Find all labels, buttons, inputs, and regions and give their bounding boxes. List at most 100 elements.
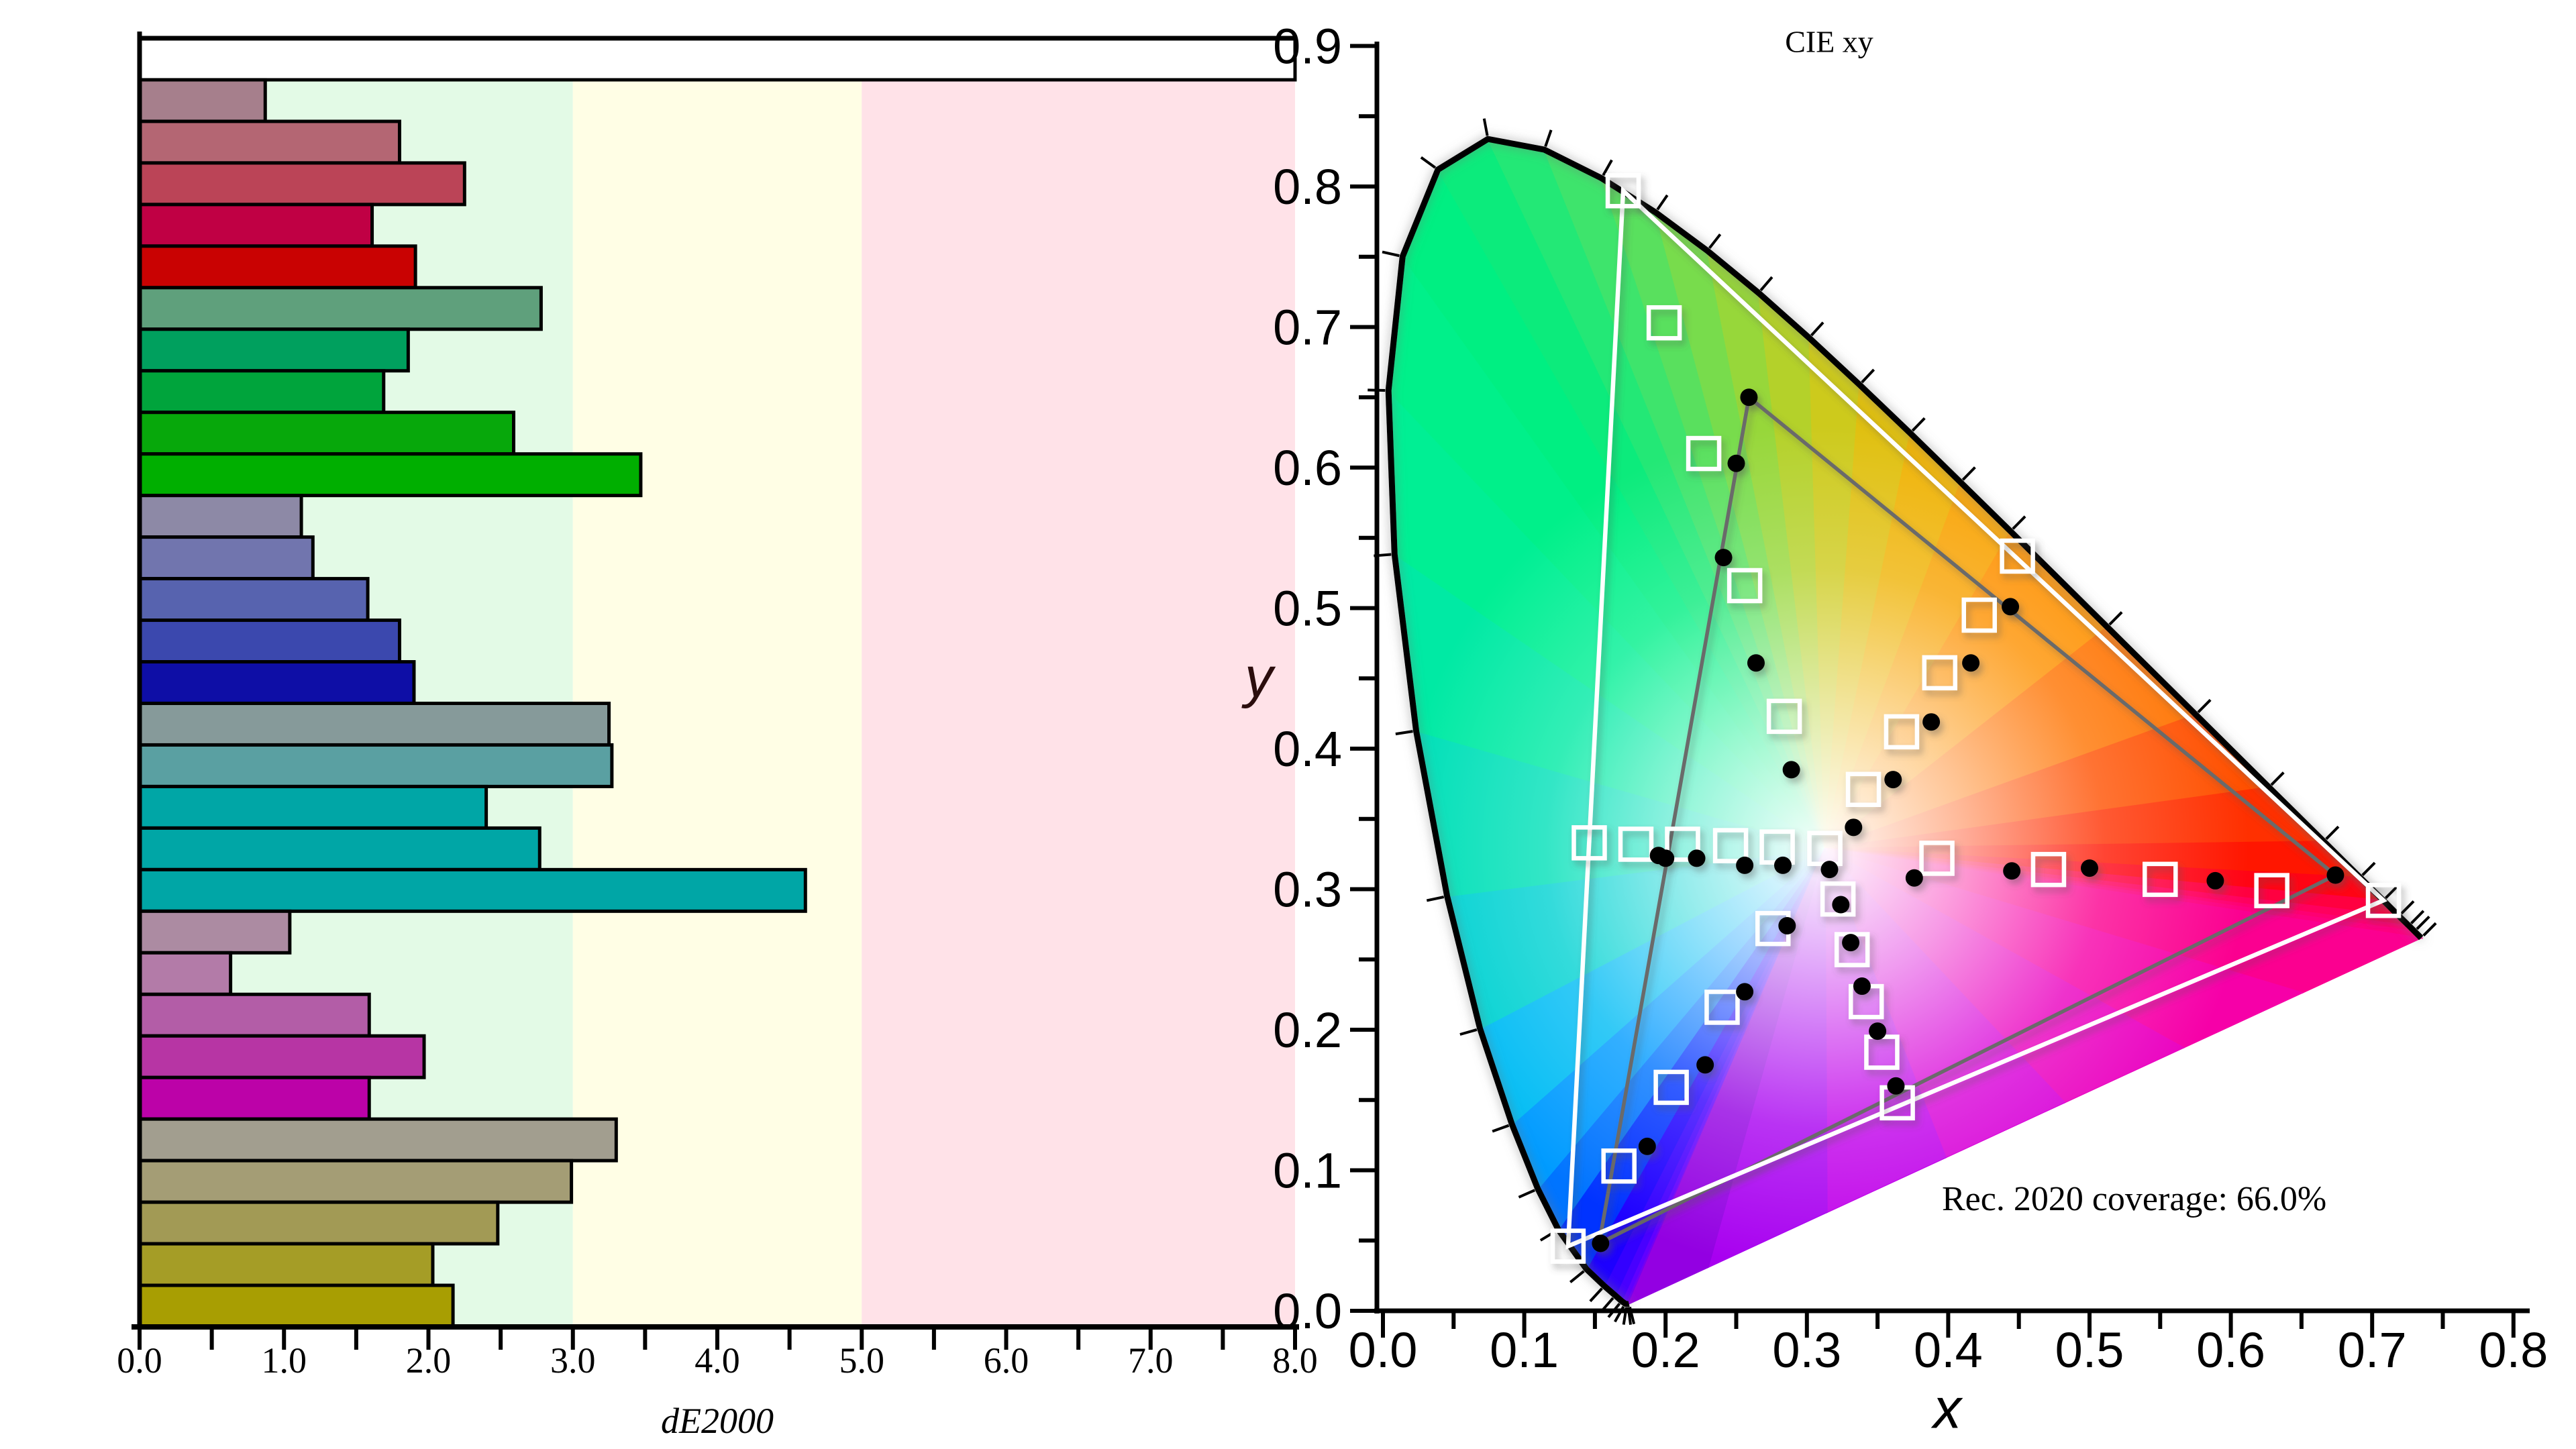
measured-dot-yellow: [1845, 818, 1863, 837]
measured-dot-cyan: [1649, 847, 1667, 865]
de2000-bar-17: [138, 743, 614, 788]
measured-dot-red: [2003, 862, 2021, 880]
target-square-cyan: [1618, 826, 1654, 862]
measured-dot-magenta: [1869, 1022, 1887, 1040]
target-square-yellow: [1884, 714, 1920, 750]
cie-x-tick-label: 0.1: [1490, 1322, 1559, 1378]
bar-chart-tick-label: 1.0: [262, 1340, 307, 1381]
measured-dot-blue: [1696, 1056, 1714, 1074]
target-square-cyan: [1572, 825, 1607, 861]
measured-dot-yellow: [1962, 654, 1980, 672]
wavelength-tick: [1656, 194, 1669, 211]
cie-x-tick-label: 0.7: [2338, 1322, 2407, 1378]
target-square-cyan: [1665, 826, 1700, 862]
wavelength-tick: [2108, 611, 2123, 626]
bar-chart-tick-label: 2.0: [406, 1340, 452, 1381]
wavelength-tick: [1459, 1028, 1478, 1036]
measured-dot-yellow: [2002, 598, 2020, 616]
target-square-green: [1646, 305, 1682, 341]
measured-dot-green: [1727, 454, 1745, 472]
spectral-locus-outline: [1385, 136, 2424, 1307]
target-square-red: [2254, 873, 2289, 908]
measured-dot-cyan: [1688, 849, 1706, 867]
cie-x-tick-label: 0.5: [2055, 1322, 2124, 1378]
measured-dot-blue: [1592, 1234, 1610, 1252]
de2000-bar-13: [138, 577, 370, 623]
target-square-cyan: [1712, 828, 1749, 863]
target-square-green: [1766, 698, 1802, 735]
de2000-bar-6: [138, 286, 543, 331]
wavelength-tick: [1911, 417, 1926, 432]
wavelength-tick: [2270, 771, 2285, 786]
wavelength-tick: [1382, 250, 1400, 258]
rec2020-coverage-annotation: Rec. 2020 coverage: 66.0%: [1942, 1180, 2327, 1218]
de2000-zone: [572, 79, 862, 1327]
target-square-blue: [1550, 1228, 1586, 1264]
wavelength-tick: [1759, 276, 1773, 292]
target-square-red: [1919, 841, 1955, 876]
cie-y-axis-label: y: [1245, 645, 1273, 709]
measured-dot-magenta: [1832, 896, 1850, 914]
wavelength-tick: [1861, 368, 1875, 384]
measured-dot-magenta: [1887, 1077, 1905, 1095]
measured-gamut-triangle: [1596, 394, 2339, 1247]
cie-x-tick-label: 0.8: [2479, 1322, 2548, 1378]
de2000-bar-18: [138, 784, 488, 830]
bar-chart-tick-label: 4.0: [694, 1340, 740, 1381]
measured-dot-blue: [1736, 983, 1754, 1001]
wavelength-tick: [2400, 900, 2415, 915]
measured-dot-cyan: [1773, 856, 1792, 874]
target-square-green: [1686, 435, 1722, 472]
target-square-blue: [1704, 989, 1740, 1025]
target-square-blue: [1653, 1069, 1689, 1106]
wavelength-tick: [1589, 1287, 1603, 1303]
bar-chart-x-axis-label: dE2000: [661, 1401, 774, 1441]
bar-chart-tick-label: 8.0: [1272, 1340, 1318, 1381]
wavelength-tick: [1602, 159, 1613, 176]
de2000-bar-25: [138, 1075, 371, 1121]
measured-dot-green: [1740, 388, 1758, 407]
measured-dot-green: [1782, 761, 1800, 779]
wavelength-tick: [1518, 1189, 1536, 1199]
wavelength-tick: [1961, 466, 1976, 481]
wavelength-tick: [1482, 118, 1489, 136]
cie-y-tick-label: 0.3: [1273, 862, 1342, 918]
target-square-red: [2143, 861, 2178, 898]
target-square-yellow: [1845, 771, 1882, 808]
wavelength-tick: [2361, 861, 2376, 876]
wavelength-tick: [1492, 1124, 1510, 1133]
wavelength-tick: [1708, 233, 1722, 250]
target-square-red: [2030, 851, 2067, 888]
de2000-bar-16: [138, 701, 611, 747]
wavelength-tick: [2325, 825, 2340, 841]
target-square-magenta: [1820, 881, 1856, 917]
de2000-bar-28: [138, 1200, 500, 1246]
cie-x-tick-label: 0.4: [1914, 1322, 1983, 1378]
target-square-yellow: [1922, 655, 1958, 691]
cie-y-tick-label: 0.2: [1273, 1002, 1342, 1058]
cie-y-tick-label: 0.1: [1273, 1143, 1342, 1199]
measured-dot-red: [2081, 859, 2098, 877]
de2000-bar-chart: 0.0 1.0 2.0 3.0 4.0 5.0 6.0 7.0 8.0: [117, 32, 1318, 1381]
measured-dot-red: [2326, 866, 2345, 884]
measured-dot-red: [1905, 869, 1923, 887]
cie-y-tick-label: 0.8: [1273, 159, 1342, 215]
cie-y-tick-label: 0.9: [1273, 19, 1342, 74]
wavelength-tick: [2422, 922, 2437, 937]
wavelength-tick: [1544, 129, 1553, 148]
bar-chart-tick-label: 6.0: [984, 1340, 1029, 1381]
wavelength-tick: [2384, 884, 2400, 900]
cie-title: CIE xy: [1785, 24, 1873, 59]
target-square-blue: [1601, 1148, 1637, 1184]
target-square-green: [1727, 568, 1763, 604]
measured-dot-yellow: [1884, 771, 1902, 789]
wavelength-tick: [2012, 515, 2026, 530]
measured-dot-magenta: [1842, 934, 1860, 952]
cie-x-tick-label: 0.2: [1631, 1322, 1700, 1378]
measured-dot-yellow: [1922, 713, 1941, 731]
cie-y-tick-label: 0.0: [1273, 1283, 1342, 1339]
saturation-markers: [1550, 173, 2402, 1264]
cie-xy-diagram-region: [1377, 42, 2530, 1313]
cie-x-axis-label: x: [1933, 1377, 1961, 1440]
